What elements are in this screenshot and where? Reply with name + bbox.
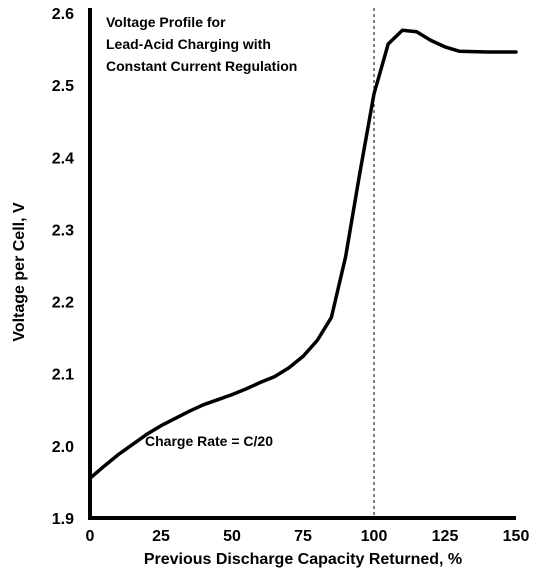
x-tick-label: 150	[503, 528, 530, 545]
y-tick-label: 2.5	[52, 78, 74, 95]
x-tick-label: 100	[361, 528, 388, 545]
charge-rate-annotation: Charge Rate = C/20	[145, 433, 273, 449]
chart-title-line-1: Voltage Profile for	[106, 14, 226, 30]
y-tick-label: 2.2	[52, 295, 74, 312]
y-tick-label: 2.3	[52, 222, 74, 239]
voltage-curve	[88, 28, 518, 481]
y-tick-label: 2.4	[52, 150, 74, 167]
x-tick-label: 25	[152, 528, 170, 545]
x-tick-label: 50	[223, 528, 241, 545]
x-tick-labels: 0 25 50 75 100 125 150	[86, 528, 530, 545]
y-axis-title: Voltage per Cell, V	[11, 202, 28, 342]
x-tick-label: 75	[294, 528, 312, 545]
x-tick-label: 125	[432, 528, 459, 545]
plot-area	[88, 8, 518, 520]
x-axis-title: Previous Discharge Capacity Returned, %	[144, 551, 462, 568]
y-tick-label: 2.6	[52, 6, 74, 23]
chart-title-line-2: Lead-Acid Charging with	[106, 36, 271, 52]
y-tick-labels: 1.9 2.0 2.1 2.2 2.3 2.4 2.5 2.6	[52, 6, 74, 528]
y-tick-label: 1.9	[52, 511, 74, 528]
y-tick-label: 2.0	[52, 439, 74, 456]
y-tick-label: 2.1	[52, 367, 74, 384]
chart-title-line-3: Constant Current Regulation	[106, 58, 297, 74]
x-tick-label: 0	[86, 528, 95, 545]
